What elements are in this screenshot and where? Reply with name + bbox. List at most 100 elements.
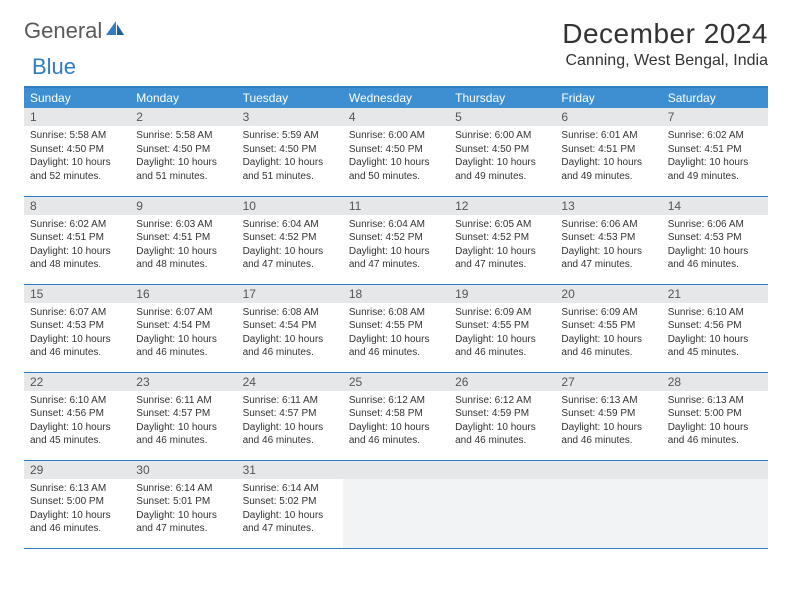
day-details: Sunrise: 6:03 AMSunset: 4:51 PMDaylight:… bbox=[130, 215, 236, 276]
day-details: Sunrise: 6:10 AMSunset: 4:56 PMDaylight:… bbox=[662, 303, 768, 364]
weekday-header: Friday bbox=[555, 87, 661, 108]
day-number: 1 bbox=[24, 108, 130, 126]
calendar-cell: 3Sunrise: 5:59 AMSunset: 4:50 PMDaylight… bbox=[237, 108, 343, 196]
day-details: Sunrise: 6:13 AMSunset: 5:00 PMDaylight:… bbox=[662, 391, 768, 452]
day-number: 24 bbox=[237, 373, 343, 391]
day-details: Sunrise: 6:08 AMSunset: 4:54 PMDaylight:… bbox=[237, 303, 343, 364]
day-number: 28 bbox=[662, 373, 768, 391]
day-number: 6 bbox=[555, 108, 661, 126]
day-details: Sunrise: 6:05 AMSunset: 4:52 PMDaylight:… bbox=[449, 215, 555, 276]
day-number: 30 bbox=[130, 461, 236, 479]
day-details: Sunrise: 5:59 AMSunset: 4:50 PMDaylight:… bbox=[237, 126, 343, 187]
calendar-cell: 24Sunrise: 6:11 AMSunset: 4:57 PMDayligh… bbox=[237, 372, 343, 460]
day-details: Sunrise: 6:04 AMSunset: 4:52 PMDaylight:… bbox=[237, 215, 343, 276]
calendar-cell: 23Sunrise: 6:11 AMSunset: 4:57 PMDayligh… bbox=[130, 372, 236, 460]
day-number: 8 bbox=[24, 197, 130, 215]
calendar-cell: 14Sunrise: 6:06 AMSunset: 4:53 PMDayligh… bbox=[662, 196, 768, 284]
day-details: Sunrise: 6:09 AMSunset: 4:55 PMDaylight:… bbox=[555, 303, 661, 364]
brand-name-2: Blue bbox=[32, 54, 76, 80]
day-number: 15 bbox=[24, 285, 130, 303]
calendar-cell bbox=[343, 460, 449, 548]
day-details: Sunrise: 6:14 AMSunset: 5:01 PMDaylight:… bbox=[130, 479, 236, 540]
calendar-cell: 7Sunrise: 6:02 AMSunset: 4:51 PMDaylight… bbox=[662, 108, 768, 196]
calendar-cell: 18Sunrise: 6:08 AMSunset: 4:55 PMDayligh… bbox=[343, 284, 449, 372]
day-number: 29 bbox=[24, 461, 130, 479]
calendar-cell: 20Sunrise: 6:09 AMSunset: 4:55 PMDayligh… bbox=[555, 284, 661, 372]
calendar-cell: 19Sunrise: 6:09 AMSunset: 4:55 PMDayligh… bbox=[449, 284, 555, 372]
month-title: December 2024 bbox=[562, 18, 768, 50]
day-details: Sunrise: 6:12 AMSunset: 4:58 PMDaylight:… bbox=[343, 391, 449, 452]
day-details: Sunrise: 6:10 AMSunset: 4:56 PMDaylight:… bbox=[24, 391, 130, 452]
calendar-cell: 30Sunrise: 6:14 AMSunset: 5:01 PMDayligh… bbox=[130, 460, 236, 548]
calendar-cell: 16Sunrise: 6:07 AMSunset: 4:54 PMDayligh… bbox=[130, 284, 236, 372]
calendar-cell: 29Sunrise: 6:13 AMSunset: 5:00 PMDayligh… bbox=[24, 460, 130, 548]
weekday-header: Thursday bbox=[449, 87, 555, 108]
calendar-cell: 2Sunrise: 5:58 AMSunset: 4:50 PMDaylight… bbox=[130, 108, 236, 196]
day-details: Sunrise: 6:00 AMSunset: 4:50 PMDaylight:… bbox=[343, 126, 449, 187]
day-number: 23 bbox=[130, 373, 236, 391]
day-number: 3 bbox=[237, 108, 343, 126]
day-number: 18 bbox=[343, 285, 449, 303]
calendar-cell: 27Sunrise: 6:13 AMSunset: 4:59 PMDayligh… bbox=[555, 372, 661, 460]
day-details: Sunrise: 6:09 AMSunset: 4:55 PMDaylight:… bbox=[449, 303, 555, 364]
day-details: Sunrise: 6:12 AMSunset: 4:59 PMDaylight:… bbox=[449, 391, 555, 452]
calendar-cell bbox=[662, 460, 768, 548]
brand-logo: General bbox=[24, 18, 128, 44]
day-details: Sunrise: 6:11 AMSunset: 4:57 PMDaylight:… bbox=[130, 391, 236, 452]
calendar-page: General December 2024 Canning, West Beng… bbox=[0, 0, 792, 567]
weekday-header: Sunday bbox=[24, 87, 130, 108]
day-number: 11 bbox=[343, 197, 449, 215]
calendar-body: 1Sunrise: 5:58 AMSunset: 4:50 PMDaylight… bbox=[24, 108, 768, 548]
calendar-cell: 8Sunrise: 6:02 AMSunset: 4:51 PMDaylight… bbox=[24, 196, 130, 284]
weekday-header: Wednesday bbox=[343, 87, 449, 108]
day-number: 12 bbox=[449, 197, 555, 215]
day-number: 21 bbox=[662, 285, 768, 303]
calendar-cell: 28Sunrise: 6:13 AMSunset: 5:00 PMDayligh… bbox=[662, 372, 768, 460]
weekday-header-row: Sunday Monday Tuesday Wednesday Thursday… bbox=[24, 87, 768, 108]
day-number: 14 bbox=[662, 197, 768, 215]
calendar-cell: 6Sunrise: 6:01 AMSunset: 4:51 PMDaylight… bbox=[555, 108, 661, 196]
day-details: Sunrise: 6:13 AMSunset: 4:59 PMDaylight:… bbox=[555, 391, 661, 452]
day-number: 2 bbox=[130, 108, 236, 126]
calendar-cell: 9Sunrise: 6:03 AMSunset: 4:51 PMDaylight… bbox=[130, 196, 236, 284]
day-number: 17 bbox=[237, 285, 343, 303]
day-number: 7 bbox=[662, 108, 768, 126]
day-details: Sunrise: 6:02 AMSunset: 4:51 PMDaylight:… bbox=[24, 215, 130, 276]
day-number: 27 bbox=[555, 373, 661, 391]
day-number: 22 bbox=[24, 373, 130, 391]
day-details: Sunrise: 6:07 AMSunset: 4:54 PMDaylight:… bbox=[130, 303, 236, 364]
calendar-cell bbox=[555, 460, 661, 548]
calendar-cell: 12Sunrise: 6:05 AMSunset: 4:52 PMDayligh… bbox=[449, 196, 555, 284]
calendar-cell: 4Sunrise: 6:00 AMSunset: 4:50 PMDaylight… bbox=[343, 108, 449, 196]
calendar-cell: 15Sunrise: 6:07 AMSunset: 4:53 PMDayligh… bbox=[24, 284, 130, 372]
day-number: 19 bbox=[449, 285, 555, 303]
calendar-week-row: 8Sunrise: 6:02 AMSunset: 4:51 PMDaylight… bbox=[24, 196, 768, 284]
brand-name-1: General bbox=[24, 18, 102, 44]
calendar-cell: 11Sunrise: 6:04 AMSunset: 4:52 PMDayligh… bbox=[343, 196, 449, 284]
calendar-cell: 25Sunrise: 6:12 AMSunset: 4:58 PMDayligh… bbox=[343, 372, 449, 460]
calendar-cell: 21Sunrise: 6:10 AMSunset: 4:56 PMDayligh… bbox=[662, 284, 768, 372]
day-number: 25 bbox=[343, 373, 449, 391]
calendar-week-row: 29Sunrise: 6:13 AMSunset: 5:00 PMDayligh… bbox=[24, 460, 768, 548]
day-number: 26 bbox=[449, 373, 555, 391]
calendar-cell: 1Sunrise: 5:58 AMSunset: 4:50 PMDaylight… bbox=[24, 108, 130, 196]
calendar-cell: 13Sunrise: 6:06 AMSunset: 4:53 PMDayligh… bbox=[555, 196, 661, 284]
weekday-header: Monday bbox=[130, 87, 236, 108]
calendar-cell bbox=[449, 460, 555, 548]
day-details: Sunrise: 6:11 AMSunset: 4:57 PMDaylight:… bbox=[237, 391, 343, 452]
weekday-header: Saturday bbox=[662, 87, 768, 108]
brand-sail-icon bbox=[104, 19, 126, 44]
location-label: Canning, West Bengal, India bbox=[562, 52, 768, 70]
day-details: Sunrise: 6:08 AMSunset: 4:55 PMDaylight:… bbox=[343, 303, 449, 364]
day-details: Sunrise: 5:58 AMSunset: 4:50 PMDaylight:… bbox=[130, 126, 236, 187]
calendar-cell: 26Sunrise: 6:12 AMSunset: 4:59 PMDayligh… bbox=[449, 372, 555, 460]
day-number: 20 bbox=[555, 285, 661, 303]
day-details: Sunrise: 6:07 AMSunset: 4:53 PMDaylight:… bbox=[24, 303, 130, 364]
day-number: 9 bbox=[130, 197, 236, 215]
day-details: Sunrise: 5:58 AMSunset: 4:50 PMDaylight:… bbox=[24, 126, 130, 187]
calendar-cell: 31Sunrise: 6:14 AMSunset: 5:02 PMDayligh… bbox=[237, 460, 343, 548]
day-details: Sunrise: 6:01 AMSunset: 4:51 PMDaylight:… bbox=[555, 126, 661, 187]
day-number: 31 bbox=[237, 461, 343, 479]
day-details: Sunrise: 6:00 AMSunset: 4:50 PMDaylight:… bbox=[449, 126, 555, 187]
day-number: 5 bbox=[449, 108, 555, 126]
